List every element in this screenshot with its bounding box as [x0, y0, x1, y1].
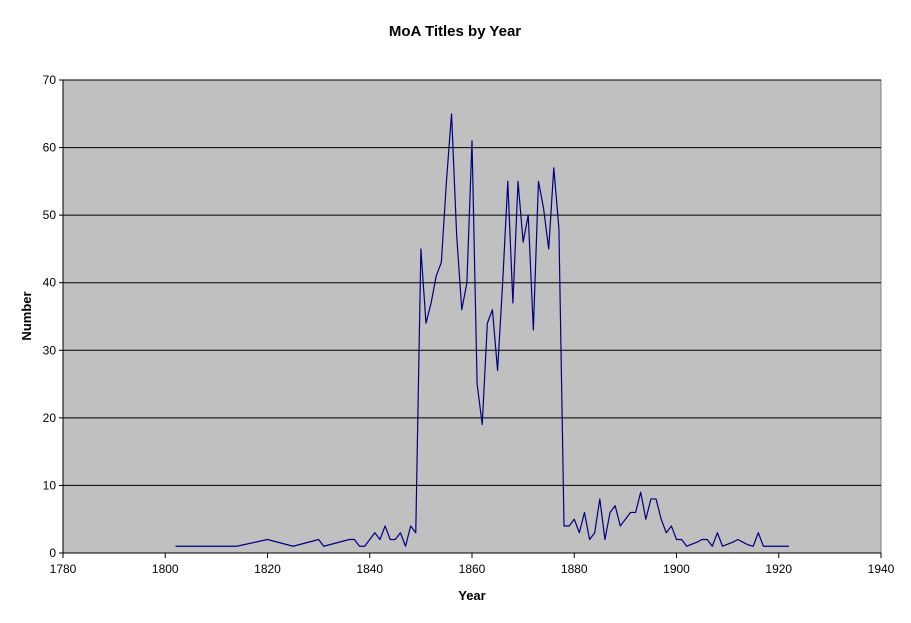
x-tick-label: 1920 — [765, 562, 792, 576]
y-tick-label: 0 — [49, 546, 56, 560]
x-tick-label: 1880 — [561, 562, 588, 576]
y-tick-label: 30 — [43, 343, 57, 357]
x-tick-label: 1820 — [254, 562, 281, 576]
y-tick-label: 70 — [43, 73, 57, 87]
series-line — [175, 113, 789, 547]
chart-title: MoA Titles by Year — [389, 23, 521, 40]
y-tick-label: 20 — [43, 411, 57, 425]
y-tick-label: 60 — [43, 141, 57, 155]
x-tick-label: 1940 — [868, 562, 895, 576]
x-tick-label: 1780 — [50, 562, 77, 576]
y-axis-ticks: 0 10 20 30 40 50 60 70 — [43, 73, 63, 560]
y-tick-label: 40 — [43, 276, 57, 290]
x-tick-label: 1900 — [663, 562, 690, 576]
x-axis-label: Year — [458, 588, 485, 603]
y-axis-label: Number — [19, 291, 34, 340]
x-axis-ticks: 1780 1800 1820 1840 1860 1880 1900 1920 1940 — [50, 553, 895, 576]
series-group — [175, 113, 789, 547]
y-tick-label: 10 — [43, 478, 57, 492]
x-tick-label: 1860 — [459, 562, 486, 576]
x-tick-label: 1800 — [152, 562, 179, 576]
y-tick-label: 50 — [43, 208, 57, 222]
x-tick-label: 1840 — [356, 562, 383, 576]
